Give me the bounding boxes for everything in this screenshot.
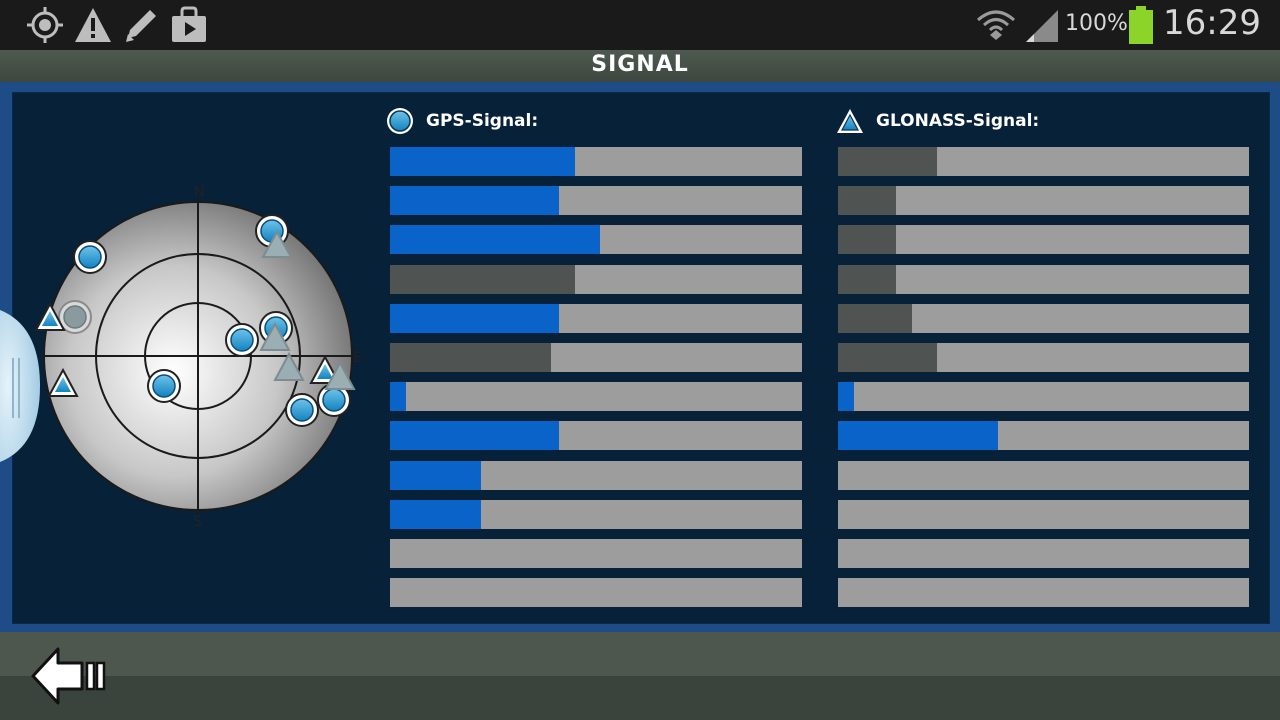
gps-signal-bar	[390, 500, 802, 529]
glonass-signal-bar	[838, 186, 1249, 215]
page-title: SIGNAL	[591, 52, 689, 77]
gps-signal-bar-fill	[390, 147, 576, 176]
gps-icon	[27, 7, 63, 43]
drawer-handle[interactable]	[0, 306, 44, 466]
clock: 16:29	[1163, 3, 1261, 43]
glonass-signal-bar	[838, 578, 1249, 607]
gps-signal-bar-fill	[390, 461, 481, 490]
glonass-satellite	[259, 321, 291, 351]
glonass-signal-bar	[838, 265, 1249, 294]
gps-satellite	[285, 393, 319, 427]
glonass-signal-label: GLONASS-Signal:	[876, 111, 1040, 131]
south-label: S	[193, 514, 202, 530]
gps-signal-bar	[390, 461, 802, 490]
glonass-satellite	[34, 301, 66, 331]
glonass-signal-bar	[838, 461, 1249, 490]
gps-signal-bar	[390, 382, 802, 411]
glonass-legend: GLONASS-Signal:	[836, 107, 1039, 135]
gps-signal-bar	[390, 304, 802, 333]
gps-satellite	[225, 323, 259, 357]
gps-signal-bar	[390, 539, 802, 568]
title-bar: SIGNAL	[0, 50, 1280, 83]
glonass-satellite	[261, 229, 293, 258]
gps-signal-label: GPS-Signal:	[426, 111, 539, 131]
glonass-signal-bar-fill	[838, 225, 896, 254]
glonass-satellite	[47, 367, 79, 397]
shopping-bag-icon	[172, 6, 206, 42]
glonass-signal-bars	[838, 147, 1249, 607]
gps-legend: GPS-Signal:	[386, 107, 538, 135]
glonass-signal-bar-fill	[838, 265, 896, 294]
battery-percent: 100%	[1065, 11, 1128, 36]
sky-plot: N E S	[34, 184, 362, 530]
glonass-signal-bar	[838, 147, 1249, 176]
signal-icon	[1026, 10, 1058, 42]
gps-satellite	[147, 369, 181, 403]
gps-signal-bar-fill	[390, 343, 551, 372]
glonass-signal-bar-fill	[838, 304, 912, 333]
battery-icon	[1129, 6, 1153, 44]
back-arrow-icon[interactable]	[30, 645, 110, 707]
status-bar: 100% 16:29	[0, 0, 1280, 50]
gps-signal-bar-fill	[390, 382, 407, 411]
gps-signal-bar	[390, 421, 802, 450]
east-label: E	[353, 350, 362, 366]
gps-circle-icon	[387, 108, 413, 134]
glonass-signal-bar-fill	[838, 186, 896, 215]
gps-signal-bar	[390, 225, 802, 254]
gps-signal-bar	[390, 343, 802, 372]
glonass-satellite	[324, 360, 356, 390]
glonass-signal-bar-fill	[838, 382, 855, 411]
bottom-bar	[0, 632, 1280, 720]
glonass-signal-bar-fill	[838, 421, 999, 450]
glonass-triangle-icon	[837, 109, 863, 133]
gps-signal-bar-fill	[390, 186, 559, 215]
pencil-icon	[126, 10, 156, 42]
gps-signal-bar	[390, 186, 802, 215]
glonass-signal-bar-fill	[838, 343, 937, 372]
glonass-signal-bar	[838, 500, 1249, 529]
north-label: N	[194, 184, 204, 200]
glonass-signal-bar	[838, 382, 1249, 411]
gps-signal-bar-fill	[390, 265, 576, 294]
gps-signal-bar-fill	[390, 304, 559, 333]
gps-signal-bar-fill	[390, 225, 601, 254]
glonass-signal-bar	[838, 539, 1249, 568]
gps-signal-bar-fill	[390, 500, 481, 529]
glonass-signal-bar	[838, 304, 1249, 333]
glonass-satellite	[273, 351, 305, 381]
glonass-signal-bar-fill	[838, 147, 937, 176]
gps-satellite	[73, 240, 107, 274]
wifi-icon	[977, 10, 1015, 40]
glonass-signal-bar	[838, 421, 1249, 450]
gps-signal-bar	[390, 578, 802, 607]
gps-signal-bar	[390, 147, 802, 176]
gps-satellite	[58, 300, 92, 334]
glonass-signal-bar	[838, 225, 1249, 254]
gps-signal-bar	[390, 265, 802, 294]
gps-signal-bar-fill	[390, 421, 559, 450]
gps-signal-bars	[390, 147, 802, 607]
warning-icon	[75, 8, 111, 42]
glonass-signal-bar	[838, 343, 1249, 372]
